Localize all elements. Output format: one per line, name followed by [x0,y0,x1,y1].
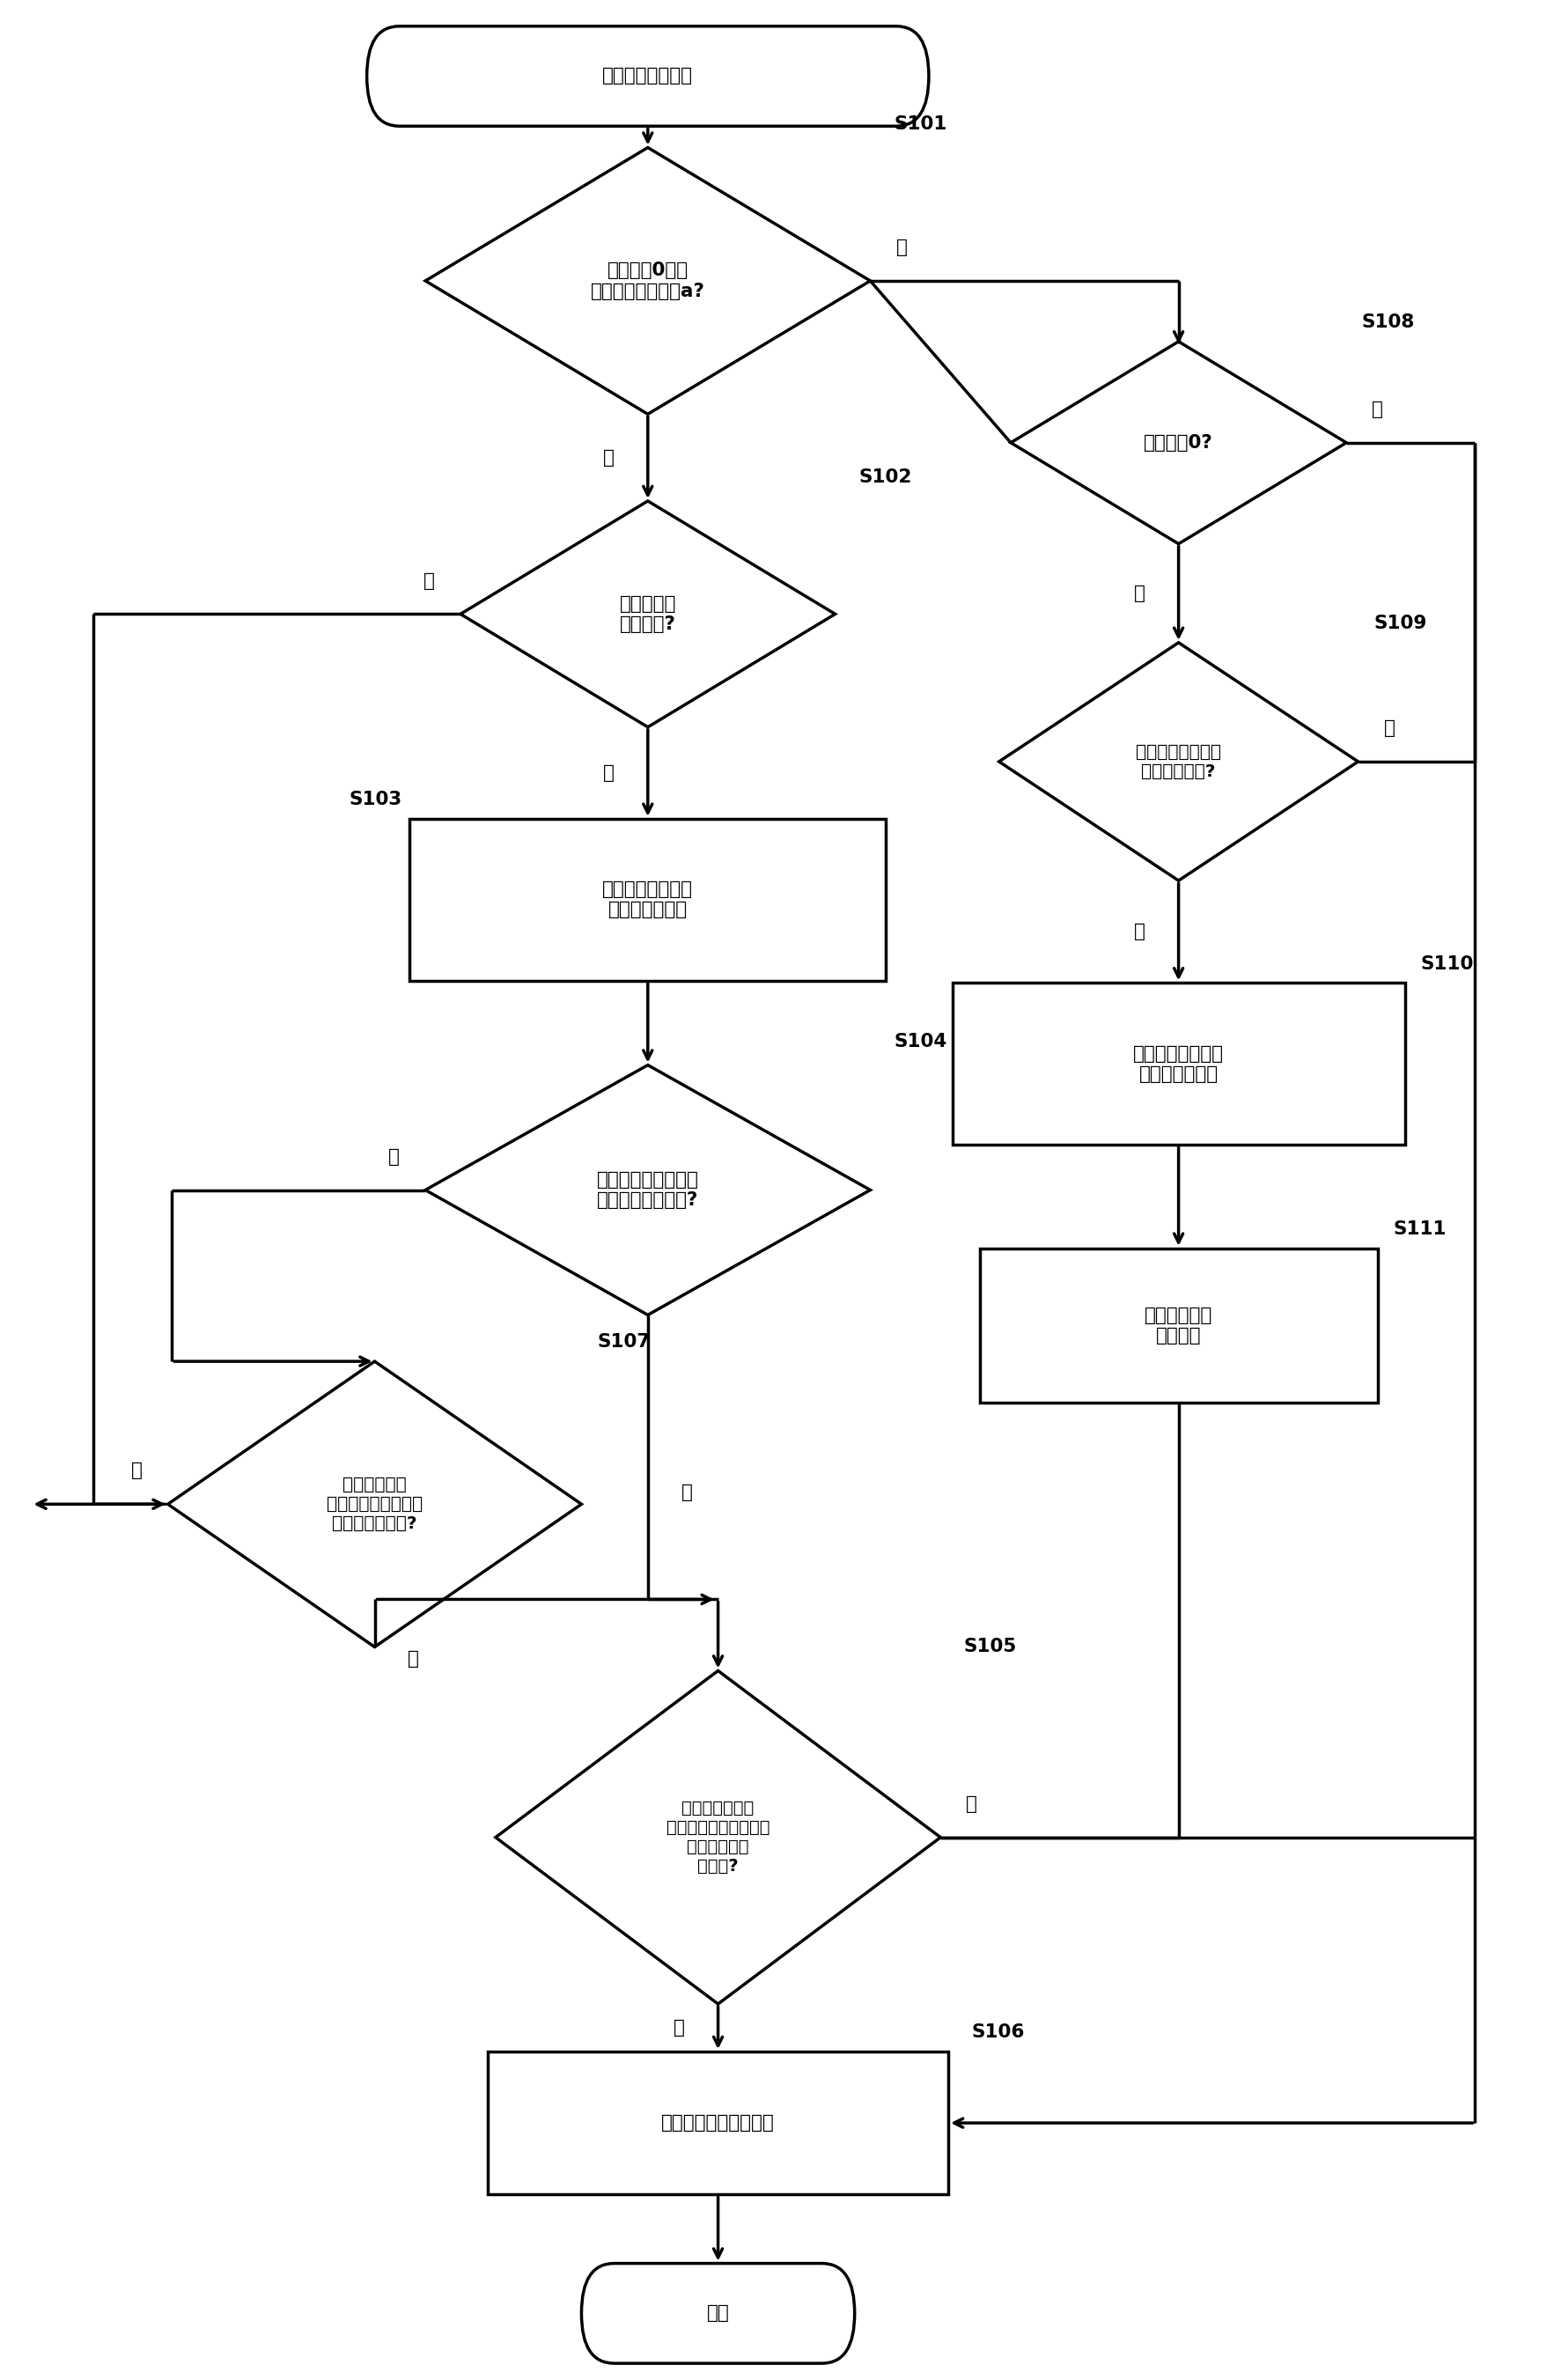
Text: 车速高于0并且
等于或低于预定值a?: 车速高于0并且 等于或低于预定值a? [590,262,706,300]
Text: S104: S104 [893,1033,946,1050]
Text: 是: 是 [673,2018,685,2037]
Text: 否: 否 [896,238,907,257]
Polygon shape [425,1066,871,1314]
Text: S105: S105 [963,1637,1016,1656]
Polygon shape [495,1671,940,2004]
Text: 正在降低辅助设备
的驱动要求值?: 正在降低辅助设备 的驱动要求值? [1136,743,1221,781]
Text: 是: 是 [681,1485,693,1502]
FancyBboxPatch shape [581,2263,854,2363]
Text: S109: S109 [1374,614,1427,633]
Text: 执行目标转速降低处理: 执行目标转速降低处理 [662,2113,774,2132]
Text: 执行目标转速
恢复处理: 执行目标转速 恢复处理 [1144,1307,1213,1345]
Text: 是: 是 [407,1649,420,1668]
Text: S107: S107 [596,1333,649,1352]
Text: S102: S102 [859,469,912,486]
Text: 车速等于0?: 车速等于0? [1144,433,1213,452]
Text: 执行辅助设备驱动
要求值恢复处理: 执行辅助设备驱动 要求值恢复处理 [1133,1045,1224,1083]
Polygon shape [460,500,835,728]
Polygon shape [425,148,871,414]
Text: 是: 是 [1133,923,1146,940]
Text: S106: S106 [971,2023,1026,2042]
Text: 发动机处于
怠速运转?: 发动机处于 怠速运转? [620,595,676,633]
Polygon shape [167,1361,581,1647]
Text: S111: S111 [1394,1221,1447,1238]
Bar [487,2052,948,2194]
Text: 否: 否 [966,1795,977,1814]
Text: 否: 否 [131,1461,142,1480]
Bar [952,983,1405,1145]
Text: 已经到达对应于
辅助设备的驱动要求值
的降低开始的
时间点?: 已经到达对应于 辅助设备的驱动要求值 的降低开始的 时间点? [667,1799,770,1875]
Text: S108: S108 [1361,314,1416,331]
Text: 从对应于降低
开始的时间点起已经
经过了延迟时间?: 从对应于降低 开始的时间点起已经 经过了延迟时间? [326,1476,423,1533]
Text: 车辆正行驶在具有低
摩擦系数的路面上?: 车辆正行驶在具有低 摩擦系数的路面上? [596,1171,699,1209]
Polygon shape [999,643,1358,881]
Text: 否: 否 [1383,719,1396,738]
FancyBboxPatch shape [367,26,929,126]
Text: 是: 是 [603,450,615,466]
Text: 可停止性提高程序: 可停止性提高程序 [603,67,693,86]
Text: S101: S101 [893,114,948,133]
Text: S103: S103 [350,790,401,809]
Text: 否: 否 [389,1147,400,1166]
Bar [979,1247,1377,1402]
Text: 结束: 结束 [707,2304,729,2323]
Text: 是: 是 [1133,585,1146,602]
Polygon shape [1010,343,1346,545]
Bar [409,819,885,981]
Text: 执行辅助设备驱动
要求值降低处理: 执行辅助设备驱动 要求值降低处理 [603,881,693,919]
Text: 否: 否 [423,571,436,590]
Text: 否: 否 [1372,400,1383,419]
Text: 是: 是 [603,764,615,781]
Text: S110: S110 [1421,954,1474,973]
